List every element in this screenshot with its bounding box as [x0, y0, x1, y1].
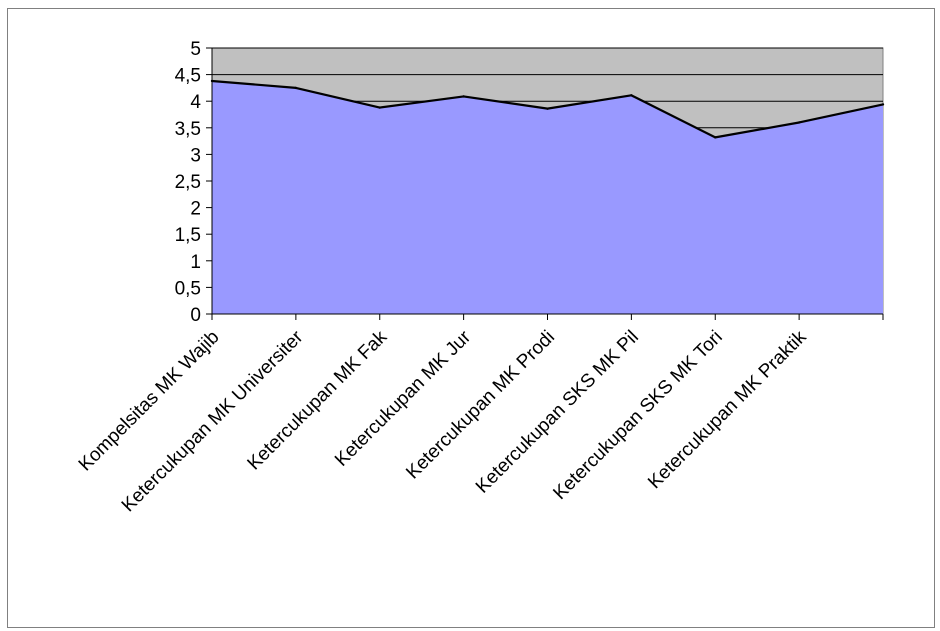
- series-area: [212, 80, 883, 314]
- y-tick-label: 5: [190, 39, 201, 60]
- x-tick-label: Ketercukupan MK Jur: [331, 326, 476, 471]
- x-tick-label: Ketercukupan SKS MK Tori: [549, 327, 726, 504]
- x-tick-label: Ketercukupan SKS MK Pil: [472, 327, 643, 498]
- y-tick-label: 2,5: [175, 172, 201, 193]
- data-point: [881, 103, 885, 106]
- x-tick-label: Ketercukupan MK Praktik: [644, 326, 811, 493]
- y-tick-label: 0: [190, 305, 201, 326]
- y-tick-label: 4,5: [175, 66, 201, 87]
- data-point: [630, 94, 633, 97]
- data-point: [462, 95, 465, 98]
- y-tick-label: 0,5: [175, 278, 201, 299]
- x-tick-label: Ketercukupan MK Universiter: [118, 326, 308, 516]
- x-tick-label: Kompelsitas MK Wajib: [75, 327, 224, 476]
- data-point: [797, 121, 801, 124]
- data-point: [294, 86, 298, 90]
- y-tick-label: 1: [190, 252, 201, 273]
- y-tick-label: 2: [190, 199, 201, 220]
- data-point: [546, 107, 549, 110]
- y-tick-label: 1,5: [175, 225, 201, 246]
- y-tick-label: 3: [190, 145, 201, 166]
- data-point: [714, 136, 717, 139]
- y-tick-label: 4: [190, 92, 201, 113]
- x-tick-label: Ketercukupan MK Prodi: [402, 327, 559, 484]
- y-tick-label: 3,5: [175, 119, 201, 140]
- y-axis-ticks: 0 0,5 1 1,5 2 2,5 3 3,5 4 4,5 5: [175, 39, 212, 326]
- data-point: [378, 106, 381, 109]
- data-point: [210, 79, 214, 83]
- x-tick-label: Ketercukupan MK Fak: [244, 326, 392, 474]
